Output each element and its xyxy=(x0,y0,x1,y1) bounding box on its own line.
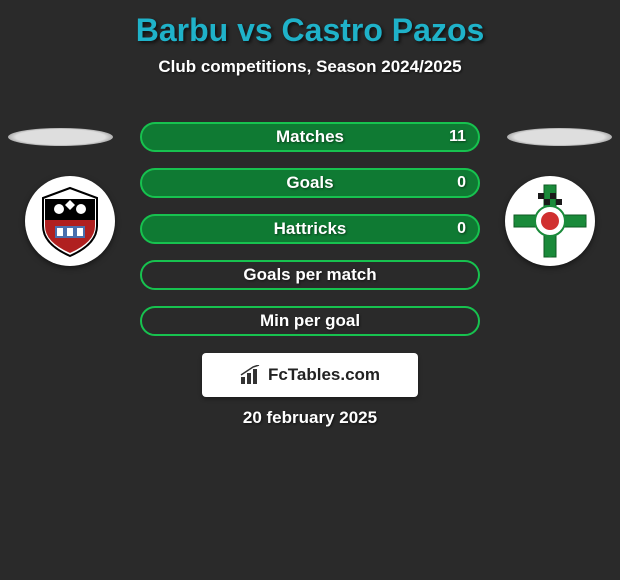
stat-value-right: 11 xyxy=(449,128,466,146)
stat-row-goals: Goals 0 xyxy=(140,168,480,198)
stat-label: Min per goal xyxy=(260,311,360,331)
team-crest-right xyxy=(505,176,595,266)
player-shadow-left xyxy=(8,128,113,146)
stat-row-matches: Matches 11 xyxy=(140,122,480,152)
page-title: Barbu vs Castro Pazos xyxy=(0,0,620,49)
stat-value-right: 0 xyxy=(457,174,466,192)
stat-row-goals-per-match: Goals per match xyxy=(140,260,480,290)
watermark: FcTables.com xyxy=(202,353,418,397)
racing-ferrol-crest-icon xyxy=(508,179,592,263)
team-crest-left xyxy=(25,176,115,266)
stat-row-min-per-goal: Min per goal xyxy=(140,306,480,336)
stat-label: Matches xyxy=(276,127,344,147)
stat-value-right: 0 xyxy=(457,220,466,238)
stat-label: Hattricks xyxy=(274,219,347,239)
stats-container: Matches 11 Goals 0 Hattricks 0 Goals per match… xyxy=(140,122,480,352)
player-shadow-right xyxy=(507,128,612,146)
watermark-text: FcTables.com xyxy=(268,365,380,385)
date-label: 20 february 2025 xyxy=(0,408,620,428)
stat-label: Goals per match xyxy=(243,265,376,285)
mirandes-crest-icon xyxy=(31,182,109,260)
bar-chart-icon xyxy=(240,365,262,385)
stat-label: Goals xyxy=(286,173,333,193)
stat-row-hattricks: Hattricks 0 xyxy=(140,214,480,244)
subtitle: Club competitions, Season 2024/2025 xyxy=(0,57,620,77)
